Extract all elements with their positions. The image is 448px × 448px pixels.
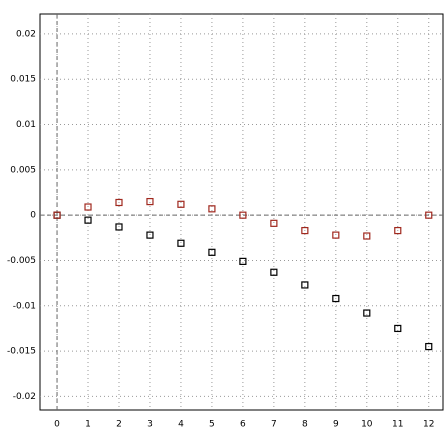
- x-tick-label: 12: [423, 420, 434, 430]
- y-tick-label: 0.02: [16, 29, 36, 39]
- x-tick-label: 10: [361, 420, 373, 430]
- x-tick-label: 4: [178, 420, 184, 430]
- point: [177, 239, 185, 247]
- point: [425, 211, 433, 219]
- point: [115, 223, 123, 231]
- y-tick-label: -0.02: [13, 392, 36, 402]
- point: [332, 231, 340, 239]
- x-tick-label: 1: [85, 420, 91, 430]
- point: [177, 200, 185, 208]
- y-tick-label: -0.01: [13, 301, 36, 311]
- point: [301, 281, 309, 289]
- point: [146, 231, 154, 239]
- x-tick-label: 7: [271, 420, 277, 430]
- x-tick-label: 8: [302, 420, 308, 430]
- point: [208, 248, 216, 256]
- point: [425, 342, 433, 351]
- point: [270, 268, 278, 276]
- y-tick-label: -0.015: [7, 347, 36, 357]
- x-tick-label: 0: [54, 420, 60, 430]
- point: [301, 226, 309, 235]
- point: [239, 211, 247, 219]
- y-tick-label: 0: [30, 211, 36, 221]
- x-tick-label: 11: [392, 420, 403, 430]
- point: [394, 226, 402, 235]
- y-tick-label: 0.01: [16, 120, 36, 130]
- point: [53, 211, 61, 219]
- point: [332, 294, 340, 303]
- x-tick-label: 6: [240, 420, 246, 430]
- y-tick-label: 0.015: [10, 75, 36, 85]
- point: [84, 203, 92, 211]
- point: [239, 257, 247, 265]
- point: [146, 197, 154, 206]
- point: [270, 219, 278, 227]
- point: [394, 324, 402, 333]
- x-tick-label: 3: [147, 420, 153, 430]
- point: [84, 216, 92, 224]
- point: [363, 309, 371, 317]
- point: [115, 198, 123, 207]
- y-tick-label: 0.005: [10, 165, 36, 175]
- x-tick-label: 5: [209, 420, 215, 430]
- x-tick-label: 2: [116, 420, 122, 430]
- y-tick-label: -0.005: [7, 256, 36, 266]
- point: [208, 205, 216, 213]
- x-tick-label: 9: [333, 420, 339, 430]
- point: [363, 232, 371, 240]
